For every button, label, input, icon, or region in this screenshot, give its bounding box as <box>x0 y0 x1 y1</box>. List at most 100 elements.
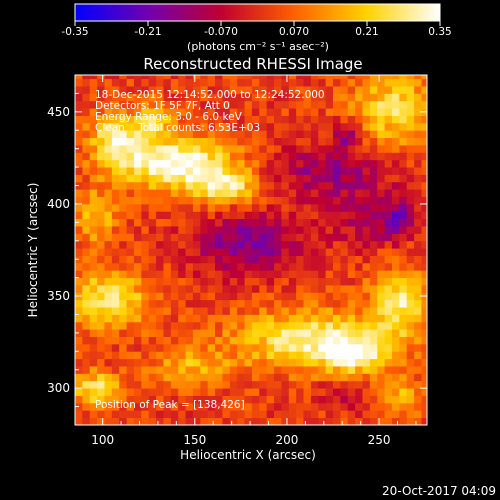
heatmap-cell <box>347 285 356 293</box>
heatmap-cell <box>310 358 319 367</box>
heatmap-cell <box>82 100 91 109</box>
heatmap-cell <box>310 277 319 286</box>
heatmap-cell <box>369 145 378 153</box>
heatmap-cell <box>148 410 157 419</box>
heatmap-cell <box>229 255 238 264</box>
heatmap-cell <box>119 108 128 116</box>
heatmap-cell <box>244 402 253 411</box>
heatmap-cell <box>281 307 290 315</box>
heatmap-cell <box>192 351 201 360</box>
heatmap-cell <box>281 86 290 94</box>
heatmap-cell <box>303 86 312 94</box>
heatmap-cell <box>377 343 386 352</box>
heatmap-cell <box>333 233 341 242</box>
heatmap-cell <box>82 351 91 360</box>
heatmap-cell <box>251 226 260 234</box>
heatmap-cell <box>266 262 275 271</box>
heatmap-cell <box>288 248 297 256</box>
heatmap-cell <box>333 181 341 190</box>
heatmap-cell <box>355 167 363 175</box>
heatmap-cell <box>237 137 245 146</box>
heatmap-cell <box>119 321 128 330</box>
heatmap-cell <box>141 262 150 271</box>
heatmap-cell <box>163 137 172 146</box>
heatmap-cell <box>266 108 275 116</box>
heatmap-cell <box>251 75 260 80</box>
heatmap-cell <box>288 233 297 242</box>
heatmap-cell <box>119 100 128 109</box>
heatmap-cell <box>200 174 209 183</box>
heatmap-cell <box>244 181 253 190</box>
heatmap-cell <box>156 152 164 161</box>
heatmap-cell <box>97 366 105 374</box>
heatmap-cell <box>82 292 91 301</box>
heatmap-cell <box>333 226 341 234</box>
heatmap-cell <box>406 366 415 374</box>
heatmap-cell <box>104 167 113 175</box>
heatmap-cell <box>259 358 268 367</box>
heatmap-cell <box>89 159 98 168</box>
heatmap-cell <box>414 343 422 352</box>
heatmap-cell <box>141 152 150 161</box>
heatmap-cell <box>104 122 113 131</box>
heatmap-cell <box>406 336 415 345</box>
heatmap-cell <box>406 203 415 212</box>
heatmap-cell <box>97 75 105 80</box>
heatmap-cell <box>156 130 164 139</box>
heatmap-cell <box>355 211 363 220</box>
heatmap-cell <box>82 203 91 212</box>
heatmap-cell <box>414 307 422 315</box>
heatmap-cell <box>266 233 275 242</box>
heatmap-cell <box>148 240 157 249</box>
heatmap-cell <box>347 152 356 161</box>
heatmap-cell <box>414 152 422 161</box>
heatmap-cell <box>82 277 91 286</box>
heatmap-cell <box>318 159 327 168</box>
heatmap-cell <box>303 75 312 80</box>
heatmap-cell <box>251 351 260 360</box>
heatmap-cell <box>89 277 98 286</box>
heatmap-cell <box>111 388 120 396</box>
heatmap-cell <box>89 152 98 161</box>
heatmap-cell <box>222 93 231 102</box>
heatmap-cell <box>104 343 113 352</box>
heatmap-cell <box>119 115 128 124</box>
heatmap-cell <box>89 388 98 396</box>
heatmap-cell <box>318 270 327 279</box>
heatmap-cell <box>222 395 231 404</box>
heatmap-cell <box>384 145 393 153</box>
heatmap-cell <box>369 329 378 337</box>
heatmap-cell <box>126 75 135 80</box>
heatmap-cell <box>362 336 371 345</box>
heatmap-cell <box>377 211 386 220</box>
heatmap-cell <box>281 211 290 220</box>
heatmap-cell <box>237 78 245 87</box>
heatmap-cell <box>222 86 231 94</box>
heatmap-cell <box>207 402 216 411</box>
heatmap-cell <box>347 307 356 315</box>
heatmap-cell <box>340 255 349 264</box>
heatmap-cell <box>296 358 304 367</box>
heatmap-cell <box>318 380 327 389</box>
heatmap-cell <box>377 336 386 345</box>
heatmap-cell <box>178 145 186 153</box>
heatmap-cell <box>333 248 341 256</box>
heatmap-cell <box>148 285 157 293</box>
heatmap-cell <box>296 366 304 374</box>
heatmap-cell <box>148 277 157 286</box>
heatmap-cell <box>156 270 164 279</box>
heatmap-cell <box>355 277 363 286</box>
heatmap-cell <box>325 211 334 220</box>
heatmap-cell <box>281 159 290 168</box>
heatmap-cell <box>355 226 363 234</box>
heatmap-cell <box>141 277 150 286</box>
heatmap-cell <box>355 388 363 396</box>
heatmap-cell <box>119 329 128 337</box>
heatmap-cell <box>414 100 422 109</box>
heatmap-cell <box>185 159 194 168</box>
heatmap-cell <box>148 255 157 264</box>
heatmap-cell <box>111 167 120 175</box>
heatmap-cell <box>126 329 135 337</box>
heatmap-cell <box>82 417 91 425</box>
heatmap-cell <box>303 255 312 264</box>
